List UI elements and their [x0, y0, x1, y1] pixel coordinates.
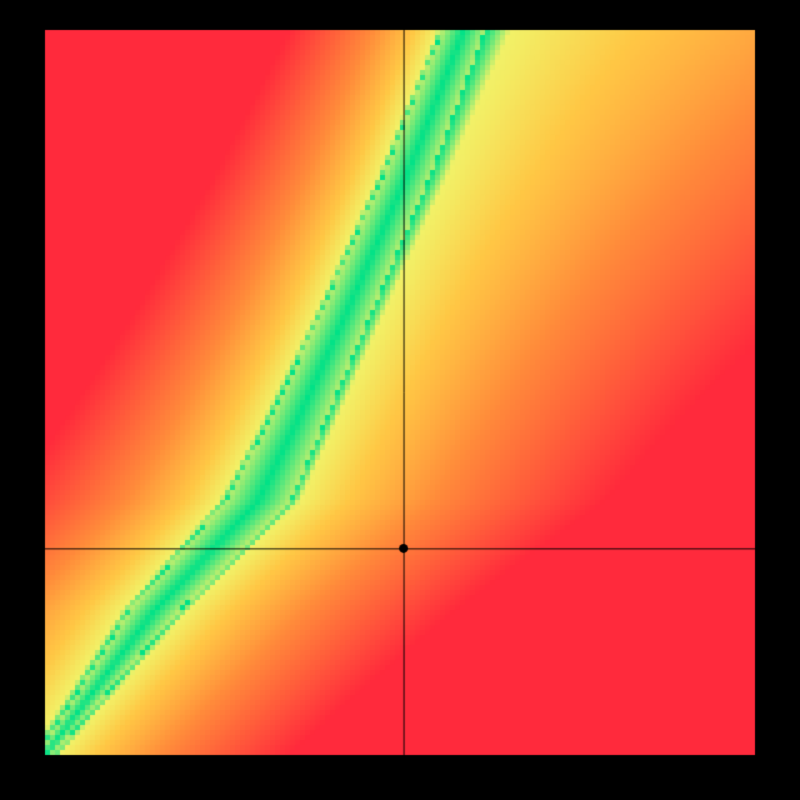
chart-container: TheBottleneck.com	[0, 0, 800, 800]
heatmap-canvas	[0, 0, 800, 800]
